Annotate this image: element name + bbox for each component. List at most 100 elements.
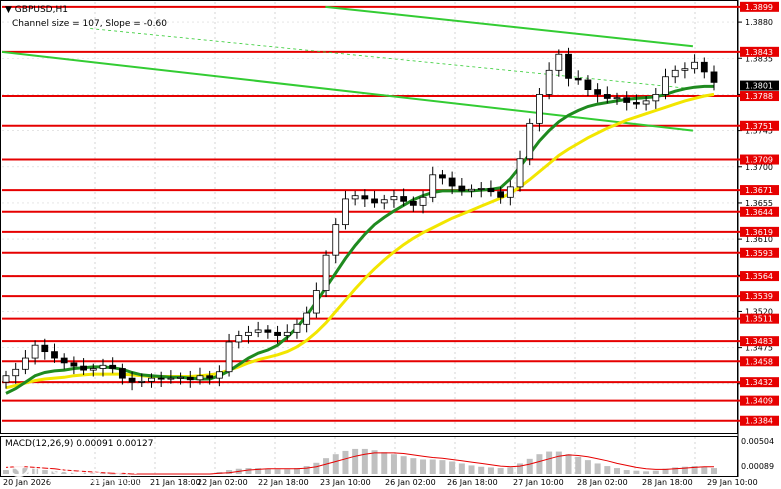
macd-bar <box>32 468 39 474</box>
candle-body <box>254 329 262 333</box>
level-price-box <box>740 356 779 367</box>
macd-bar <box>458 463 465 474</box>
candle-body <box>652 94 660 102</box>
level-price-box <box>740 1 779 12</box>
candle-body <box>312 290 320 314</box>
macd-bar <box>22 468 29 474</box>
macd-bar <box>342 450 349 474</box>
level-price-label: 1.3593 <box>745 249 773 258</box>
candle-body <box>186 376 194 381</box>
time-axis-label: 22 Jan 18:00 <box>258 478 309 487</box>
candle-body <box>506 186 514 198</box>
candle-body <box>351 195 359 200</box>
macd-bar <box>323 458 330 474</box>
level-price-label: 1.3564 <box>745 272 773 281</box>
macd-signal-line <box>5 452 714 475</box>
candle-body <box>128 377 136 383</box>
candle-body <box>419 196 427 206</box>
macd-bar <box>119 474 126 475</box>
candle-body <box>196 375 204 381</box>
candle-body <box>439 174 446 179</box>
candle-body <box>468 188 475 192</box>
watermark-tagline: Instant Forex Trading <box>48 476 143 487</box>
price-tick-label: 1.3610 <box>745 235 773 244</box>
channel-label: Channel size = 107, Slope = -0.60 <box>12 19 167 29</box>
candle-body <box>710 71 718 83</box>
candle-body <box>623 97 631 103</box>
time-axis-label: 23 Jan 10:00 <box>320 478 371 487</box>
macd-bar <box>652 470 659 474</box>
candle-body <box>555 53 563 71</box>
current-price-label: 1.3801 <box>745 82 773 91</box>
macd-bar <box>80 472 87 474</box>
time-axis-label: 28 Jan 18:00 <box>642 478 693 487</box>
level-price-box <box>740 185 779 196</box>
macd-bar <box>662 468 669 474</box>
macd-bar <box>420 459 427 474</box>
macd-bar <box>536 454 543 474</box>
macd-bar <box>90 473 97 474</box>
macd-bar <box>284 469 291 474</box>
macd-bar <box>361 448 368 474</box>
candle-body <box>409 200 417 206</box>
macd-bar <box>487 467 494 474</box>
candle-body <box>545 69 553 95</box>
candle-body <box>157 377 165 380</box>
candle-body <box>594 89 602 95</box>
candle-body <box>691 61 699 70</box>
time-axis-label: 26 Jan 18:00 <box>447 478 498 487</box>
regression-channel <box>1 5 694 132</box>
candle-body <box>361 195 369 200</box>
level-price-label: 1.3483 <box>745 337 773 346</box>
macd-bar <box>565 454 572 474</box>
level-price-label: 1.3751 <box>745 122 773 131</box>
candle-body <box>448 177 456 187</box>
macd-bar <box>70 472 77 474</box>
level-price-box <box>740 226 779 237</box>
price-axis: 1.38801.38351.37901.37451.37001.36551.36… <box>738 1 779 471</box>
candle-body <box>283 331 291 336</box>
time-axis-label: 27 Jan 10:00 <box>513 478 564 487</box>
macd-bar <box>614 468 621 474</box>
macd-bar <box>274 469 281 474</box>
macd-bar <box>468 465 475 474</box>
candle-body <box>215 371 223 379</box>
candle-body <box>99 364 107 369</box>
time-axis-label: 20 Jan 2026 <box>3 478 51 487</box>
macd-bar <box>410 458 417 474</box>
candle-body <box>12 368 20 377</box>
level-price-label: 1.3788 <box>745 92 773 101</box>
macd-bar <box>264 468 271 474</box>
candle-body <box>390 196 398 201</box>
macd-bar <box>497 468 504 474</box>
candle-body <box>700 61 708 73</box>
candle-body <box>60 357 68 364</box>
macd-bar <box>672 467 679 474</box>
candle-body <box>400 196 408 202</box>
level-price-label: 1.3384 <box>745 417 773 426</box>
current-price-box <box>740 80 779 91</box>
macd-panel <box>3 448 717 475</box>
candle-body <box>332 224 340 256</box>
macd-bar <box>681 466 688 474</box>
candle-body <box>671 69 679 78</box>
level-price-box <box>740 271 779 282</box>
macd-bar <box>352 448 359 474</box>
level-price-label: 1.3619 <box>745 228 773 237</box>
price-tick-label: 1.3655 <box>745 199 773 208</box>
macd-bar <box>711 468 717 474</box>
candle-body <box>565 53 572 79</box>
watermark: instaforex Instant Forex Trading <box>7 453 143 487</box>
candle-body <box>487 188 495 193</box>
level-price-label: 1.3671 <box>745 186 773 195</box>
candle-body <box>613 97 621 100</box>
candle-body <box>235 335 243 343</box>
level-price-label: 1.3644 <box>745 208 773 217</box>
candle-body <box>574 77 582 81</box>
macd-bar <box>517 463 524 474</box>
candle-body <box>41 344 49 353</box>
candle-body <box>177 376 184 379</box>
level-lines <box>2 5 741 422</box>
candle-body <box>603 94 611 99</box>
